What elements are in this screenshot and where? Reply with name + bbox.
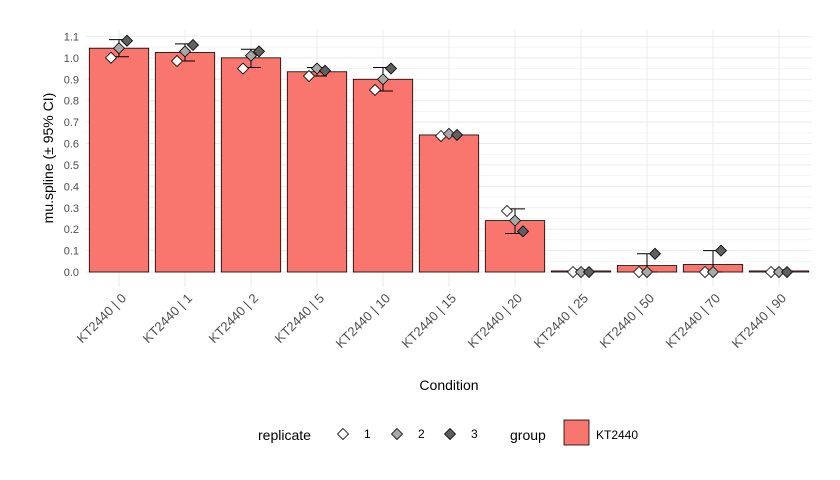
legend-group-title: group [510, 427, 546, 443]
replicate-point [442, 127, 456, 140]
replicate-point [170, 54, 184, 68]
x-axis-title: Condition [419, 377, 478, 393]
legend-replicate-key [443, 427, 457, 441]
replicate-point [632, 265, 646, 279]
y-axis-title: mu.spline (± 95% CI) [40, 93, 56, 224]
legend-group-key [563, 419, 590, 446]
bars [88, 47, 810, 273]
replicate-point [186, 38, 200, 52]
replicate-point [302, 69, 316, 83]
replicate-point [566, 265, 580, 279]
y-tick-label: 0.5 [64, 160, 79, 172]
legend-replicate-key [336, 427, 350, 441]
replicate-point [764, 265, 778, 279]
replicate-point [112, 42, 126, 55]
y-tick-label: 0.3 [64, 203, 79, 215]
legend-replicate-label: 2 [418, 427, 425, 441]
x-tick-label: KT2440 | 50 [597, 291, 658, 352]
replicate-point [772, 265, 786, 279]
legend-replicate-label: 1 [364, 427, 371, 441]
bar [154, 52, 216, 273]
replicate-points [104, 34, 794, 279]
replicate-point [640, 265, 654, 279]
bar [352, 78, 414, 273]
replicate-point [574, 265, 588, 279]
x-tick-label: KT2440 | 15 [399, 291, 460, 352]
legend-replicate-keys: 1 2 3 [336, 427, 478, 441]
replicate-point [706, 265, 720, 279]
y-tick-label: 1.0 [64, 53, 79, 65]
y-axis-ticks: 0.0 0.1 0.2 0.3 0.4 0.5 0.6 0.7 0.8 0.9 1.0 1.1 [64, 31, 79, 279]
replicate-point [714, 244, 728, 257]
replicate-point [104, 51, 118, 64]
replicate-point [178, 45, 192, 58]
replicate-point [500, 204, 514, 218]
y-tick-label: 0.9 [64, 74, 79, 86]
x-tick-label: KT2440 | 5 [272, 291, 327, 346]
x-tick-label: KT2440 | 25 [531, 291, 592, 352]
y-tick-label: 0.2 [64, 224, 79, 236]
bar [220, 57, 282, 273]
replicate-point [236, 62, 250, 75]
replicate-point [252, 45, 266, 58]
replicate-point [368, 83, 382, 97]
legend-group-label: KT2440 [596, 428, 638, 442]
replicate-point [508, 214, 522, 227]
legend: replicate 1 2 3 group KT2440 [258, 419, 638, 446]
replicate-point [582, 265, 596, 279]
y-tick-label: 0.6 [64, 139, 79, 151]
y-tick-label: 0.0 [64, 267, 79, 279]
replicate-point [780, 265, 794, 279]
y-tick-label: 0.4 [64, 181, 79, 193]
x-tick-label: KT2440 | 2 [206, 291, 261, 346]
x-axis-ticks: KT2440 | 0 KT2440 | 1 KT2440 | 2 KT2440 | 5… [74, 291, 789, 352]
x-tick-label: KT2440 | 70 [663, 291, 724, 352]
replicate-point [244, 49, 258, 62]
y-tick-label: 0.8 [64, 96, 79, 108]
replicate-point [648, 247, 662, 260]
bar [88, 47, 150, 273]
replicate-point [384, 62, 398, 75]
replicate-point [318, 64, 332, 77]
y-tick-label: 1.1 [64, 31, 79, 43]
x-tick-label: KT2440 | 90 [729, 291, 790, 352]
bar [418, 134, 480, 273]
replicate-point [120, 34, 134, 47]
x-tick-label: KT2440 | 0 [74, 291, 129, 346]
replicate-point [516, 225, 530, 238]
x-tick-label: KT2440 | 20 [465, 291, 526, 352]
replicate-point [698, 265, 712, 279]
y-tick-label: 0.1 [64, 246, 79, 258]
replicate-point [376, 73, 390, 86]
legend-replicate-label: 3 [471, 427, 478, 441]
legend-replicate-title: replicate [258, 427, 311, 443]
legend-replicate-key [390, 427, 404, 441]
y-tick-label: 0.7 [64, 117, 79, 129]
x-tick-label: KT2440 | 1 [140, 291, 195, 346]
bar [286, 71, 348, 273]
replicate-point [450, 128, 464, 142]
x-tick-label: KT2440 | 10 [333, 291, 394, 352]
